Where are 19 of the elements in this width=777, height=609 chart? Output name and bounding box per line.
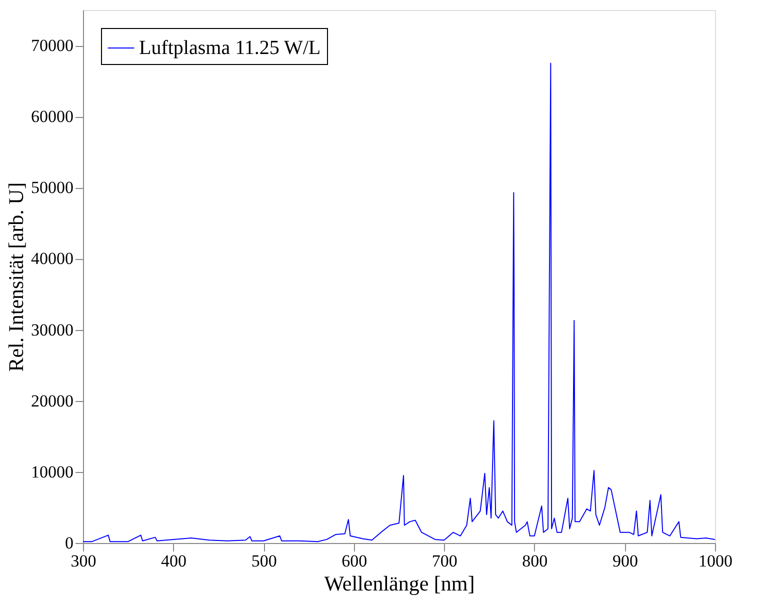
y-tick-label: 20000 [31,391,74,410]
x-tick-label: 500 [251,552,277,570]
x-tick-label: 400 [161,552,187,570]
y-tick-label: 30000 [31,320,74,340]
y-tick-label: 60000 [31,107,74,126]
x-tick-label: 1000 [698,552,732,570]
x-tick-label: 300 [70,552,96,570]
y-tick-label: 0 [65,534,74,552]
y-tick-label: 70000 [31,36,74,56]
x-tick-label: 900 [612,552,638,570]
legend-label: Luftplasma 11.25 W/L [139,37,321,59]
y-tick-label: 10000 [31,462,74,482]
x-tick-label: 800 [522,552,548,570]
x-tick-label: 700 [432,552,458,570]
x-axis-title: Wellenlänge [nm] [324,572,475,596]
y-tick-label: 40000 [31,249,74,268]
y-tick-label: 50000 [31,178,74,198]
y-axis-title: Rel. Intensität [arb. U] [4,182,28,372]
x-tick-label: 600 [342,552,368,570]
